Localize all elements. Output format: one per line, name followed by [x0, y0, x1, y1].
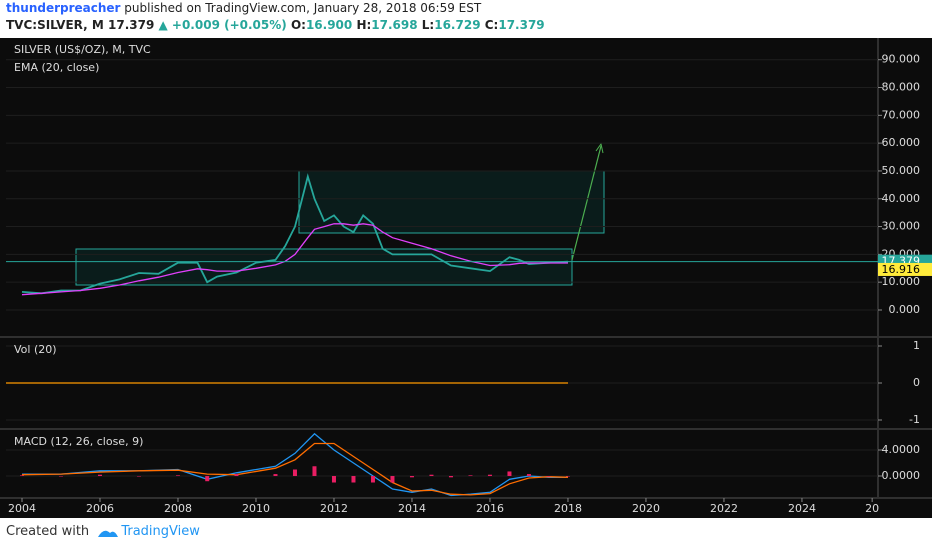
y-tick-label: 0: [913, 376, 920, 389]
x-tick-label: 2010: [242, 502, 270, 515]
quote-line: TVC:SILVER, M 17.379 ▲ +0.009 (+0.05%) O…: [6, 17, 545, 34]
created-with: Created with: [6, 524, 90, 539]
histogram-bar: [331, 476, 336, 483]
logo: [98, 530, 118, 537]
pane-title: MACD (12, 26, close, 9): [14, 435, 143, 448]
histogram-bar: [565, 476, 570, 477]
histogram-bar: [205, 476, 210, 482]
y-tick-label: 1: [913, 339, 920, 352]
layers: 0.00010.00020.00030.00040.00050.00060.00…: [0, 38, 932, 515]
y-tick-label: 10.000: [882, 275, 921, 288]
x-tick-label: 2024: [788, 502, 816, 515]
price-tag-label: 16.916: [882, 263, 921, 276]
close: 17.379: [498, 18, 545, 32]
histogram-bar: [390, 476, 395, 483]
y-tick-label: 40.000: [882, 192, 921, 205]
range-box[interactable]: [75, 248, 573, 286]
y-tick-label: 50.000: [882, 164, 921, 177]
histogram-bar: [409, 476, 414, 478]
histogram-bar: [507, 471, 512, 477]
y-tick-label: -1: [909, 413, 920, 426]
x-tick-label: 2018: [554, 502, 582, 515]
x-tick-label: 20: [865, 502, 879, 515]
x-tick-label: 2016: [476, 502, 504, 515]
y-tick-label: 80.000: [882, 81, 921, 94]
y-tick-label: 90.000: [882, 53, 921, 66]
arrow[interactable]: [571, 145, 602, 261]
x-tick-label: 2006: [86, 502, 114, 515]
low: 16.729: [434, 18, 481, 32]
histogram-bar: [58, 476, 63, 477]
open: 16.900: [305, 18, 353, 32]
arrow-head: [595, 142, 604, 154]
price-tag: [878, 262, 932, 276]
pane-title: SILVER (US$/OZ), M, TVC: [14, 43, 151, 56]
brand[interactable]: TradingView: [121, 524, 200, 539]
y-tick-label: 4.0000: [882, 443, 921, 456]
y-tick-label: 0.000: [889, 303, 921, 316]
histogram-bar: [351, 476, 356, 483]
histogram-bar: [292, 469, 297, 477]
histogram-bar: [370, 476, 375, 483]
y-tick-label: 60.000: [882, 136, 921, 149]
legend-entry: EMA (20, close): [14, 61, 99, 74]
histogram-bar: [175, 475, 180, 477]
histogram-bar: [97, 474, 102, 477]
y-tick-label: 70.000: [882, 108, 921, 121]
histogram-bar: [468, 475, 473, 477]
footer: Created with TradingView: [6, 524, 200, 539]
high: 17.698: [371, 18, 418, 32]
open-label: O:: [290, 18, 306, 32]
histogram-bar: [19, 475, 24, 477]
publish-line: thunderpreacher published on TradingView…: [6, 0, 545, 17]
close-label: C:: [484, 18, 499, 32]
last: 17.379: [108, 18, 155, 32]
high-label: H:: [356, 18, 372, 32]
publish-text: published on TradingView.com, January 28…: [124, 1, 482, 15]
user[interactable]: thunderpreacher: [6, 1, 121, 15]
histogram-bar: [273, 474, 278, 477]
x-tick-label: 2022: [710, 502, 738, 515]
histogram-bar: [487, 474, 492, 477]
low-label: L:: [421, 18, 435, 32]
line-series: [21, 173, 569, 295]
pane-title: Vol (20): [14, 343, 57, 356]
header: thunderpreacher published on TradingView…: [6, 0, 545, 34]
x-tick-label: 2020: [632, 502, 660, 515]
histogram-bar: [546, 476, 551, 477]
y-tick-label: 30.000: [882, 220, 921, 233]
histogram-bar: [234, 474, 239, 477]
histogram-bar: [312, 466, 317, 477]
x-tick-label: 2012: [320, 502, 348, 515]
x-tick-label: 2014: [398, 502, 426, 515]
histogram-bar: [429, 474, 434, 477]
histogram-bar: [136, 476, 141, 477]
y-tick-label: 0.0000: [882, 469, 921, 482]
line-series: [21, 442, 569, 496]
symbol: TVC:SILVER, M: [6, 18, 104, 32]
histogram-bar: [526, 474, 531, 477]
change: ▲ +0.009 (+0.05%): [158, 18, 287, 32]
histogram-bar: [448, 476, 453, 478]
chart: 0.00010.00020.00030.00040.00050.00060.00…: [0, 38, 932, 518]
x-tick-label: 2008: [164, 502, 192, 515]
x-tick-label: 2004: [8, 502, 36, 515]
